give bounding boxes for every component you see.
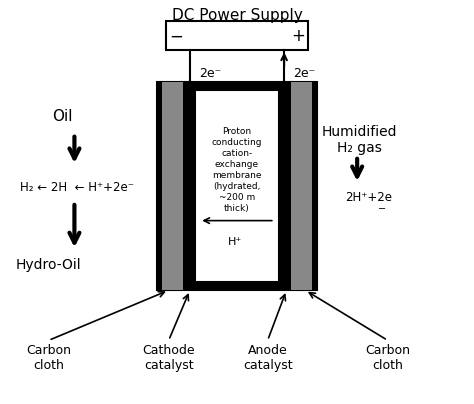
Bar [157, 82, 317, 290]
Text: Oil: Oil [53, 109, 73, 124]
Bar [166, 21, 308, 50]
Text: −: − [169, 27, 182, 46]
Text: −: − [378, 204, 386, 214]
Bar [195, 90, 279, 282]
Bar [291, 82, 312, 290]
Text: Proton
conducting
cation-
exchange
membrane
(hydrated,
~200 m
thick): Proton conducting cation- exchange membr… [212, 126, 262, 213]
Text: 2H⁺+2e: 2H⁺+2e [346, 191, 392, 204]
Bar [162, 82, 183, 290]
Text: 2e⁻: 2e⁻ [199, 67, 221, 80]
Text: H⁺: H⁺ [228, 237, 242, 247]
Text: Carbon
cloth: Carbon cloth [365, 345, 410, 372]
Text: Hydro-Oil: Hydro-Oil [16, 258, 82, 272]
Text: DC Power Supply: DC Power Supply [172, 8, 302, 23]
Text: Cathode
catalyst: Cathode catalyst [142, 345, 195, 372]
Text: Humidified
H₂ gas: Humidified H₂ gas [322, 125, 397, 155]
Text: Carbon
cloth: Carbon cloth [26, 345, 71, 372]
Text: H₂ ← 2H  ← H⁺+2e⁻: H₂ ← 2H ← H⁺+2e⁻ [20, 181, 134, 194]
Text: +: + [292, 27, 305, 46]
Text: 2e⁻: 2e⁻ [293, 67, 316, 80]
Text: Anode
catalyst: Anode catalyst [243, 345, 292, 372]
